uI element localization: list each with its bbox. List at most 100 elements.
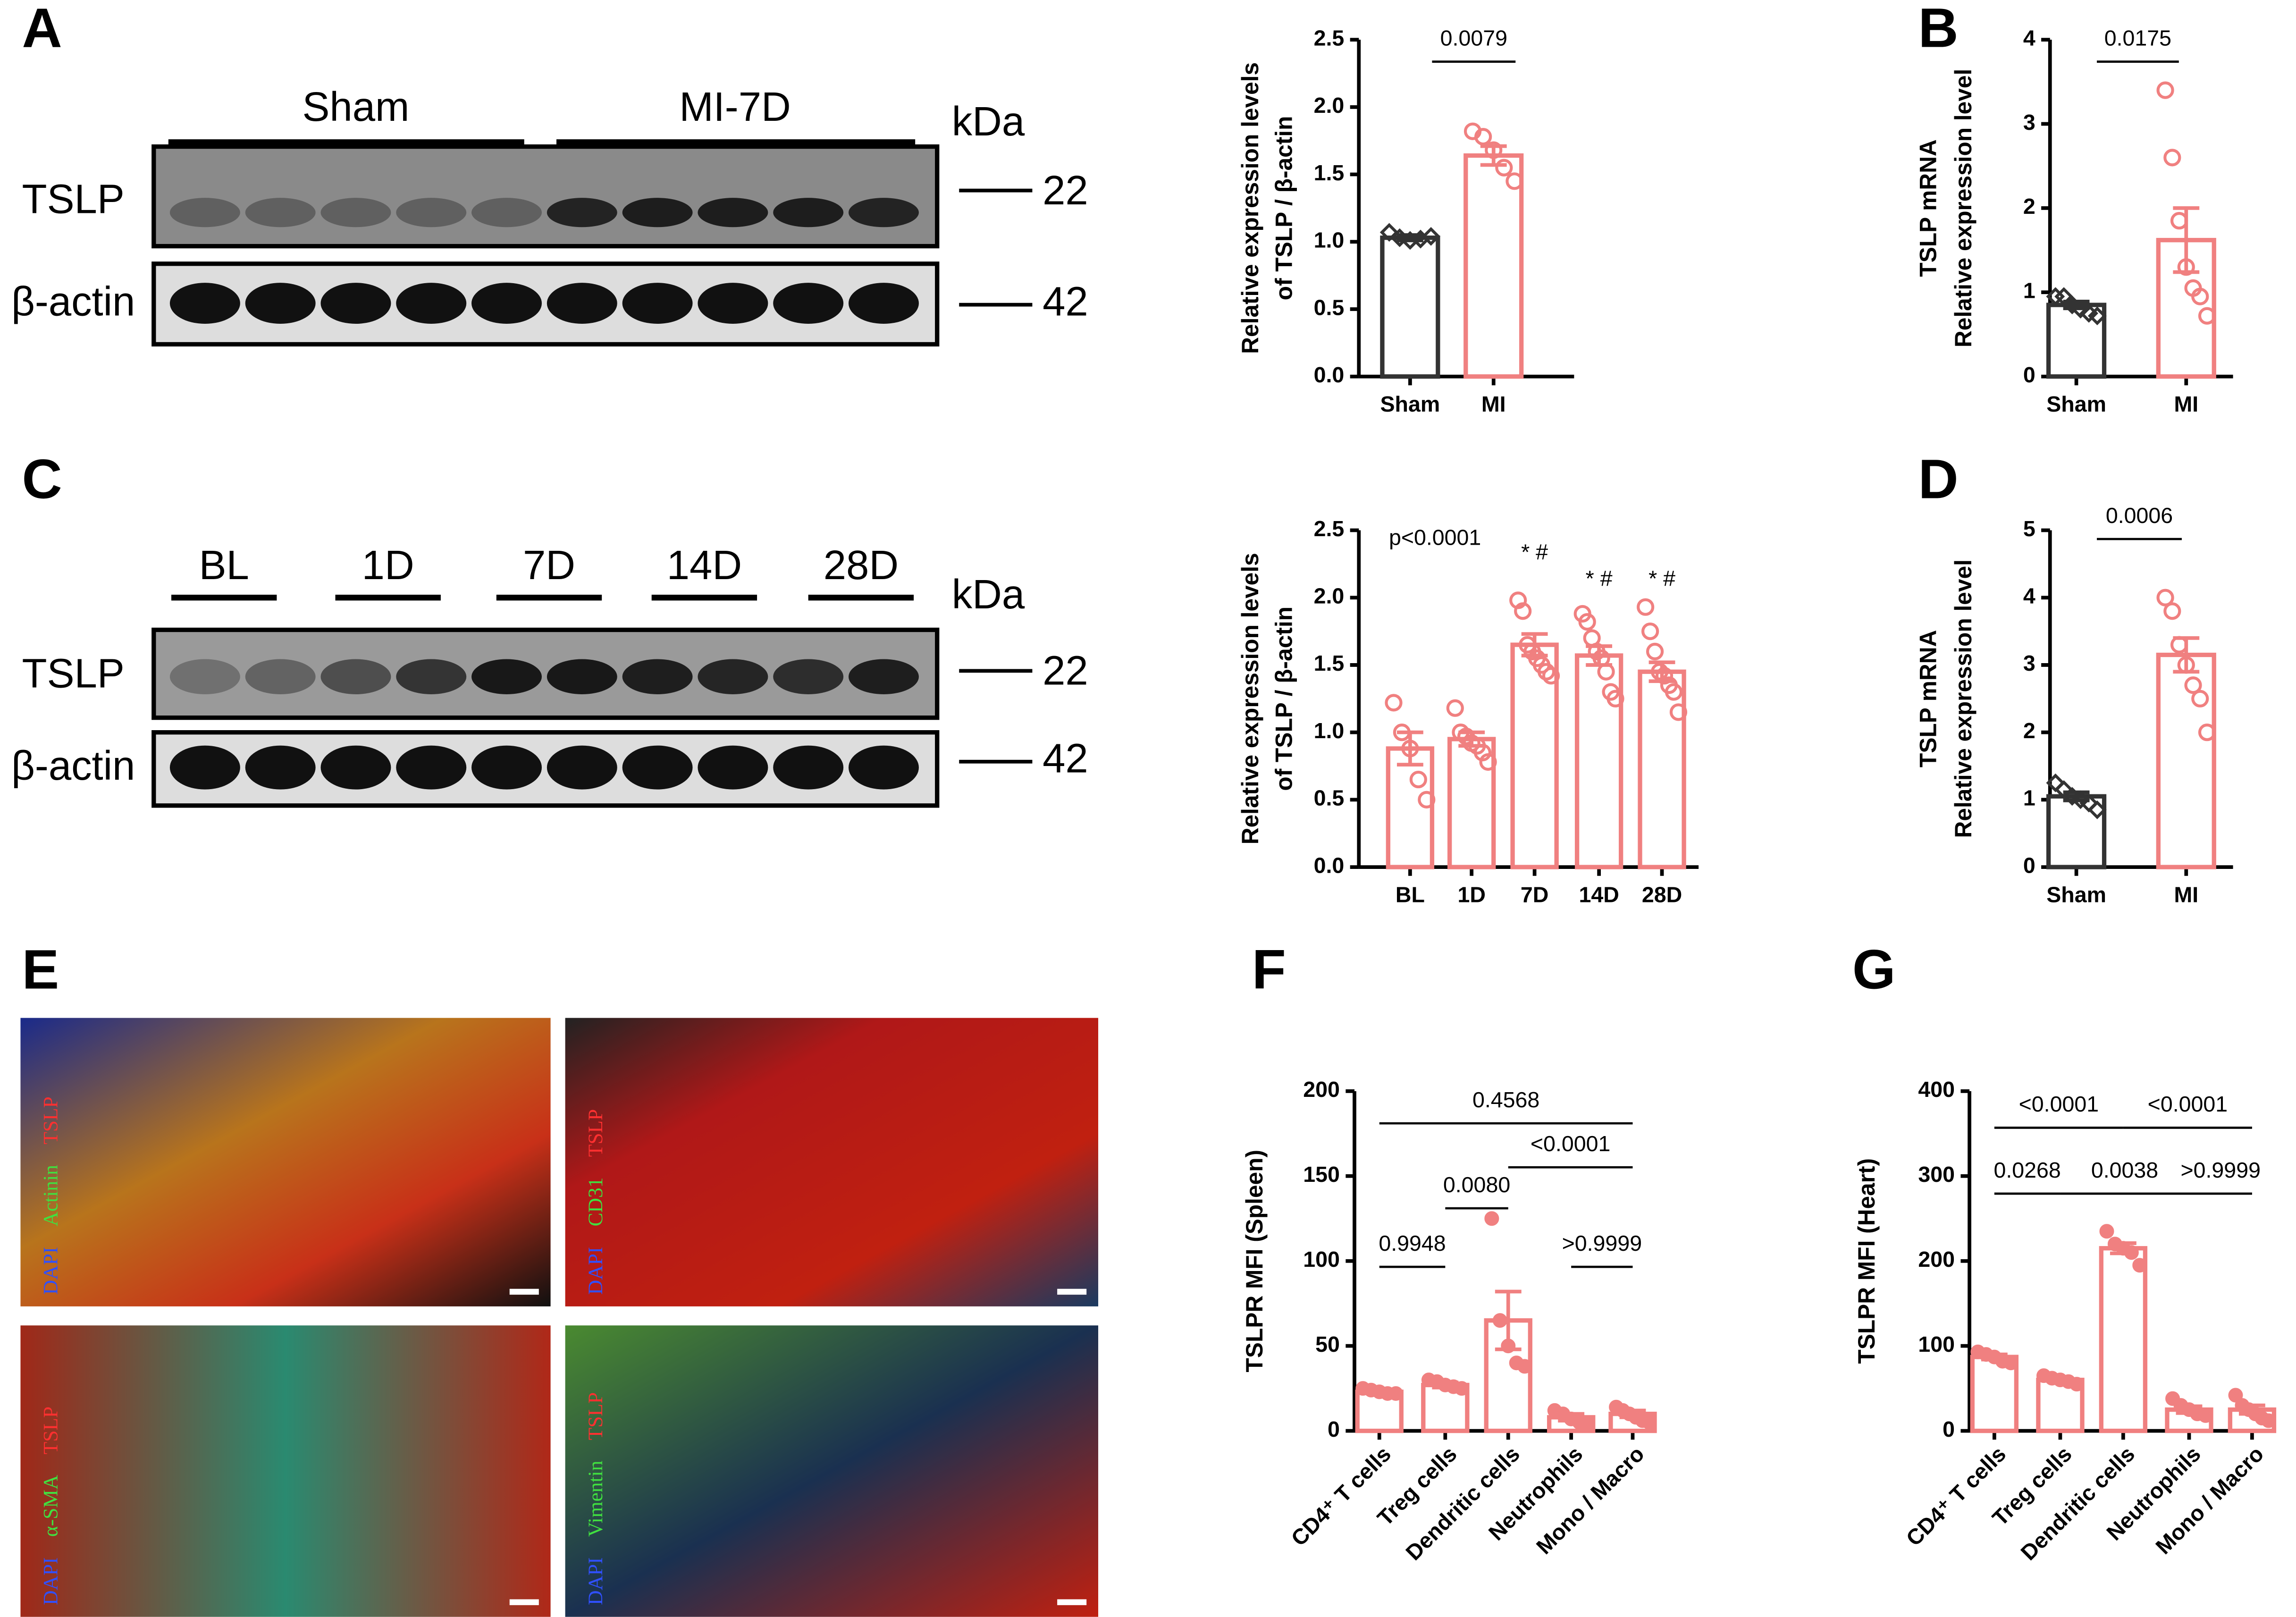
y-tick-label: 0 xyxy=(2023,362,2035,387)
panel-letter: B xyxy=(1918,0,1959,59)
band xyxy=(169,283,240,324)
annotation: <0.0001 xyxy=(1531,1131,1611,1156)
data-point xyxy=(1650,663,1669,681)
data-point xyxy=(1495,159,1513,177)
group-label: 14D xyxy=(667,542,742,588)
data-point xyxy=(1578,613,1596,631)
data-point xyxy=(1580,1416,1595,1432)
if-label: TSLP xyxy=(584,1392,607,1440)
if-label: Vimentin xyxy=(584,1460,607,1537)
y-tick-label: 0 xyxy=(2023,853,2035,877)
band xyxy=(471,659,542,694)
y-axis-label: Relative expression level xyxy=(1950,559,1976,838)
x-tick-label: CD4⁺ T cells xyxy=(1901,1441,2011,1551)
band xyxy=(773,198,844,227)
protein: β-actin xyxy=(11,279,135,325)
data-point xyxy=(1446,699,1464,717)
data-point xyxy=(1401,740,1419,758)
band xyxy=(622,745,693,790)
group-label: 28D xyxy=(824,542,899,588)
y-tick-label: 200 xyxy=(1303,1077,1340,1102)
annotation: * # xyxy=(1586,566,1613,590)
annotation: 0.0006 xyxy=(2106,503,2173,528)
data-point xyxy=(2071,300,2090,319)
band xyxy=(773,745,844,790)
band xyxy=(320,283,391,324)
x-tick-label: Sham xyxy=(2046,882,2106,907)
if-label: α-SMA xyxy=(40,1474,62,1537)
band xyxy=(169,198,240,227)
data-point xyxy=(1393,724,1411,741)
panel-letter: D xyxy=(1918,447,1959,510)
data-point xyxy=(2191,690,2209,707)
annotation: p<0.0001 xyxy=(1389,525,1481,549)
y-tick-label: 2 xyxy=(2023,194,2035,219)
band xyxy=(169,659,240,694)
data-point xyxy=(1501,1339,1516,1354)
data-point xyxy=(2069,1377,2084,1392)
data-point xyxy=(1641,1415,1657,1430)
band xyxy=(245,198,316,227)
x-tick-label: Mono / Macro xyxy=(2151,1441,2268,1559)
y-tick-label: 150 xyxy=(1303,1162,1340,1187)
if-image xyxy=(20,1325,551,1617)
x-tick-label: Dendritic cells xyxy=(1401,1441,1524,1565)
x-tick-label: Sham xyxy=(1380,392,1440,416)
data-point xyxy=(1509,591,1527,609)
x-tick-label: 28D xyxy=(1642,882,1682,907)
data-point xyxy=(1390,228,1409,247)
if-label: Actinin xyxy=(40,1165,62,1227)
if-label: CD31 xyxy=(584,1178,607,1227)
data-point xyxy=(1479,753,1497,771)
band xyxy=(698,745,768,790)
data-point xyxy=(2163,602,2181,620)
data-point xyxy=(2087,800,2107,819)
annotation: >0.9999 xyxy=(1562,1231,1642,1255)
data-point xyxy=(2156,589,2174,606)
x-tick-label: Dendritic cells xyxy=(2016,1441,2140,1565)
western-blots: Sham MI-7D kDa TSLP β-actin 22 42 kDa TS… xyxy=(11,84,1088,808)
data-point xyxy=(1641,622,1659,640)
if-label: TSLP xyxy=(584,1109,607,1157)
band xyxy=(773,283,844,324)
annotation: 0.0038 xyxy=(2091,1158,2158,1182)
x-tick-label: MI xyxy=(1481,392,1506,416)
x-tick-label: 1D xyxy=(1457,882,1485,907)
annotation: 0.9948 xyxy=(1379,1231,1446,1255)
data-point xyxy=(1454,1381,1469,1396)
y-axis-label: Relative expression level xyxy=(1950,69,1976,347)
data-point xyxy=(1492,1313,1507,1328)
y-tick-label: 50 xyxy=(1315,1332,1340,1356)
data-point xyxy=(2124,1245,2139,1260)
y-tick-label: 0.5 xyxy=(1314,295,1345,320)
if-image xyxy=(565,1325,1099,1617)
data-point xyxy=(1484,1211,1499,1226)
data-point xyxy=(2156,81,2174,99)
blot-frame xyxy=(151,144,940,249)
data-point xyxy=(2003,1356,2018,1371)
y-axis-label: of TSLP / β-actin xyxy=(1270,606,1297,791)
if-label: DAPI xyxy=(40,1247,62,1295)
panel-letter: A xyxy=(22,0,62,59)
data-point xyxy=(1379,223,1399,242)
data-point xyxy=(2177,656,2195,674)
data-point xyxy=(1388,1386,1404,1401)
y-tick-label: 2.0 xyxy=(1314,584,1345,608)
panel-letter: F xyxy=(1252,938,1286,1001)
band xyxy=(849,745,919,790)
if-label: TSLP xyxy=(40,1406,62,1454)
size: 22 xyxy=(1043,648,1088,694)
data-point xyxy=(1418,791,1436,808)
if-label: DAPI xyxy=(584,1558,607,1605)
y-tick-label: 0 xyxy=(1328,1417,1340,1441)
y-tick-label: 2.5 xyxy=(1314,25,1345,50)
size: 22 xyxy=(1043,168,1088,213)
data-point xyxy=(2163,149,2181,167)
y-tick-label: 1.0 xyxy=(1314,228,1345,253)
annotation: 0.0175 xyxy=(2104,25,2171,50)
band xyxy=(396,659,467,694)
data-point xyxy=(1655,667,1674,685)
y-axis-label: TSLP mRNA xyxy=(1915,139,1941,277)
y-tick-label: 2.5 xyxy=(1314,516,1345,541)
